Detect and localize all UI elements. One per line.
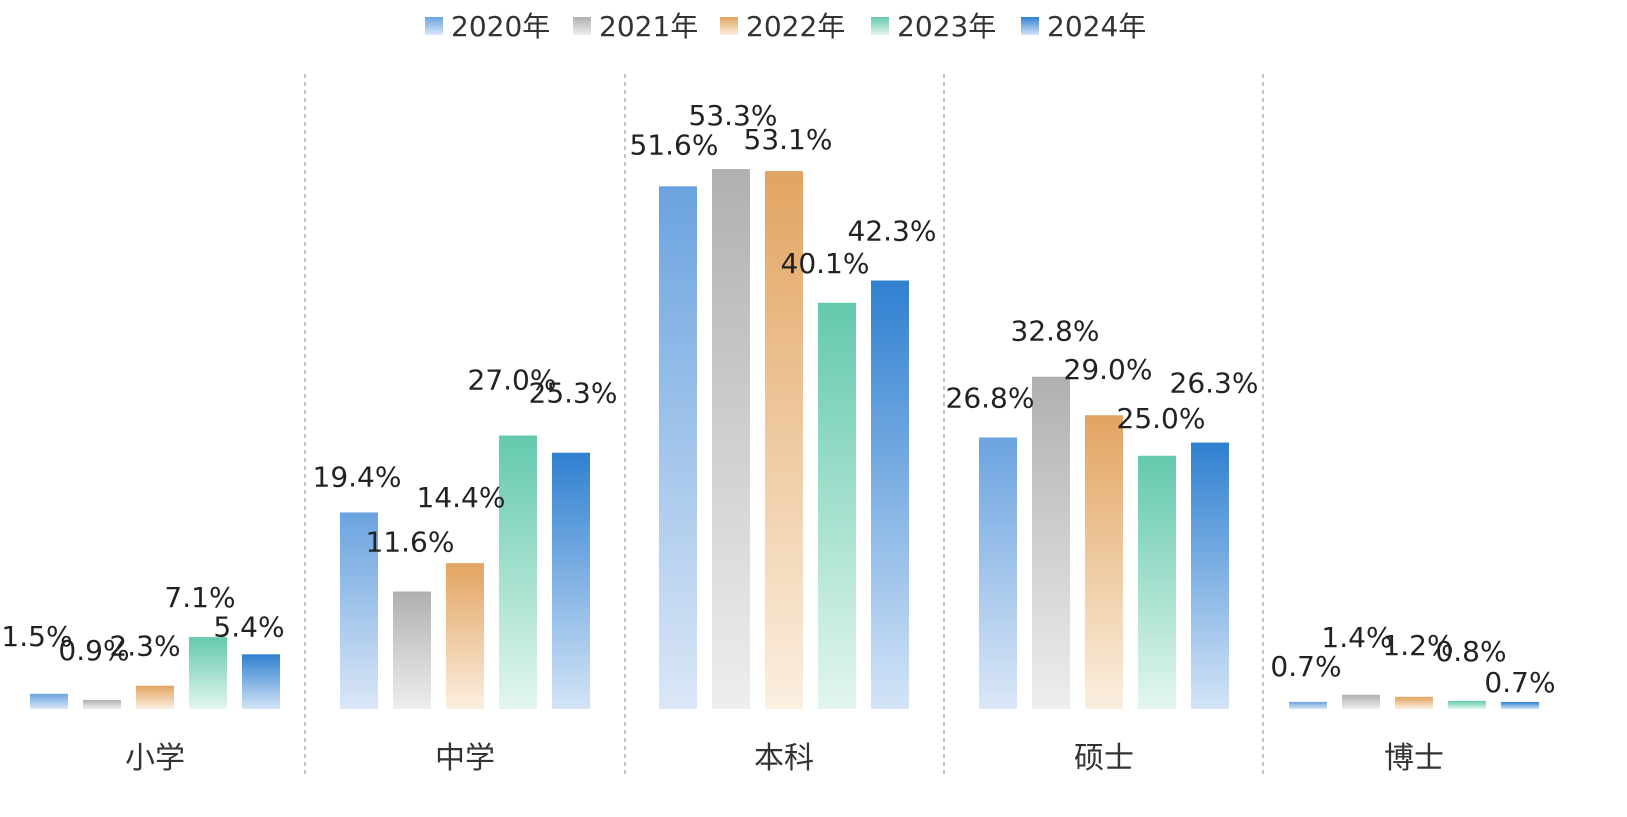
value-label-博士-2021年: 1.4%: [1321, 621, 1392, 654]
value-label-博士-2024年: 0.7%: [1484, 666, 1555, 699]
category-label-博士: 博士: [1384, 741, 1444, 776]
value-label-硕士-2023年: 25.0%: [1117, 402, 1206, 435]
category-label-硕士: 硕士: [1074, 741, 1134, 776]
category-label-中学: 中学: [435, 741, 495, 776]
bar-硕士-2024年: [1191, 442, 1229, 709]
legend-swatch-2023年: [871, 17, 889, 35]
legend-label-2023年: 2023年: [897, 10, 996, 43]
bar-博士-2023年: [1448, 700, 1486, 709]
bar-中学-2020年: [340, 512, 378, 709]
category-separators: [304, 74, 1264, 775]
legend-label-2022年: 2022年: [746, 10, 845, 43]
category-label-小学: 小学: [125, 741, 185, 776]
legend-label-2024年: 2024年: [1047, 10, 1146, 43]
legend-label-2020年: 2020年: [451, 10, 550, 43]
value-label-小学-2021年: 0.9%: [58, 634, 129, 667]
bar-小学-2021年: [83, 699, 121, 709]
bar-博士-2024年: [1501, 701, 1539, 709]
bar-博士-2022年: [1395, 696, 1433, 709]
legend-swatch-2024年: [1021, 17, 1039, 35]
value-label-硕士-2021年: 32.8%: [1011, 315, 1100, 348]
value-label-博士-2022年: 1.2%: [1382, 629, 1453, 662]
bar-硕士-2020年: [979, 437, 1017, 709]
value-label-中学-2024年: 25.3%: [529, 377, 618, 410]
bar-博士-2021年: [1342, 694, 1380, 709]
legend-swatch-2021年: [573, 17, 591, 35]
bar-博士-2020年: [1289, 701, 1327, 709]
value-label-小学-2023年: 7.1%: [164, 581, 235, 614]
value-label-本科-2024年: 42.3%: [848, 215, 937, 248]
bar-中学-2023年: [499, 435, 537, 709]
bar-本科-2023年: [818, 302, 856, 709]
legend-swatch-2022年: [720, 17, 738, 35]
value-labels: 1.5%0.9%2.3% 7.1%5.4% 19.4% 11.6% 14.4% 27.0%…: [1, 99, 1555, 699]
bars: [30, 169, 1539, 710]
bar-小学-2023年: [189, 637, 227, 709]
bar-中学-2022年: [446, 563, 484, 709]
category-axis: 小学 中学 本科 硕士 博士: [125, 741, 1444, 776]
bar-硕士-2021年: [1032, 376, 1070, 709]
value-label-博士-2020年: 0.7%: [1270, 650, 1341, 683]
value-label-硕士-2022年: 29.0%: [1064, 353, 1153, 386]
value-label-硕士-2024年: 26.3%: [1170, 367, 1259, 400]
value-label-小学-2020年: 1.5%: [1, 620, 72, 653]
bar-中学-2024年: [552, 452, 590, 709]
bar-本科-2020年: [659, 186, 697, 710]
category-label-本科: 本科: [754, 741, 814, 776]
legend-label-2021年: 2021年: [599, 10, 698, 43]
bar-小学-2024年: [242, 654, 280, 709]
bar-硕士-2022年: [1085, 415, 1123, 709]
bar-小学-2022年: [136, 685, 174, 709]
bar-硕士-2023年: [1138, 455, 1176, 709]
value-label-硕士-2020年: 26.8%: [946, 382, 1035, 415]
bar-小学-2020年: [30, 693, 68, 709]
value-label-中学-2022年: 14.4%: [417, 481, 506, 514]
value-label-中学-2020年: 19.4%: [313, 460, 402, 493]
value-label-本科-2021年: 53.3%: [689, 99, 778, 132]
value-label-中学-2023年: 27.0%: [468, 363, 557, 396]
bar-中学-2021年: [393, 591, 431, 709]
legend-swatch-2020年: [425, 17, 443, 35]
value-label-本科-2023年: 40.1%: [781, 247, 870, 280]
bar-本科-2022年: [765, 171, 803, 710]
bar-本科-2021年: [712, 169, 750, 710]
value-label-本科-2022年: 53.1%: [744, 123, 833, 156]
legend: 2020年 2021年 2022年 2023年 2024年: [425, 10, 1146, 43]
value-label-小学-2022年: 2.3%: [109, 630, 180, 663]
bar-本科-2024年: [871, 280, 909, 709]
value-label-本科-2020年: 51.6%: [630, 128, 719, 161]
value-label-小学-2024年: 5.4%: [213, 610, 284, 643]
value-label-博士-2023年: 0.8%: [1435, 635, 1506, 668]
value-label-中学-2021年: 11.6%: [366, 525, 455, 558]
